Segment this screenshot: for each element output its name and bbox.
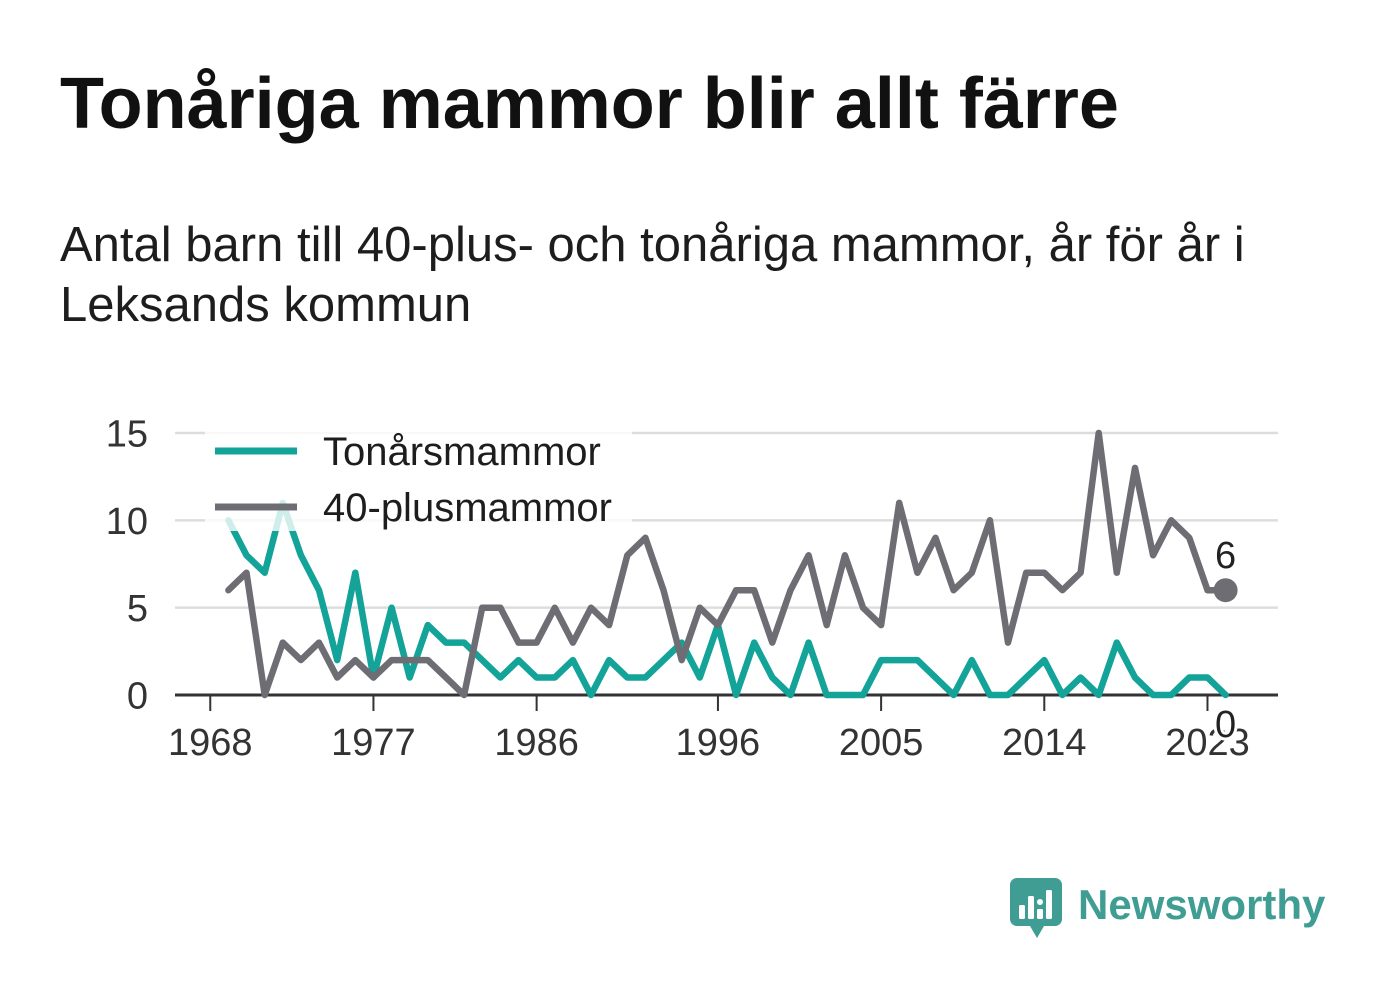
annotations: 60 xyxy=(1212,532,1239,749)
x-tick-label: 1968 xyxy=(168,722,253,764)
y-tick-label: 15 xyxy=(106,414,148,456)
x-tick-label: 1977 xyxy=(331,722,416,764)
end-value-label-tonarsmammor: 0 xyxy=(1215,704,1236,746)
chart-title: Tonåriga mammor blir allt färre xyxy=(60,64,1119,144)
legend-background xyxy=(205,425,632,531)
brand-name: Newsworthy xyxy=(1078,881,1326,928)
y-tick-label: 0 xyxy=(127,676,148,718)
legend: Tonårsmammor 40-plusmammor xyxy=(205,425,632,531)
legend-label-40-plusmammor: 40-plusmammor xyxy=(323,486,612,530)
series-line-40-plusmammor xyxy=(225,429,1229,699)
y-tick-label: 10 xyxy=(106,501,148,543)
legend-label-tonarsmammor: Tonårsmammor xyxy=(323,430,601,474)
series-line-tonarsmammor xyxy=(225,499,1229,699)
x-tick-label: 1996 xyxy=(676,722,761,764)
x-tick-label: 1986 xyxy=(494,722,579,764)
y-tick-label: 5 xyxy=(127,588,148,630)
end-value-label-40-plusmammor: 6 xyxy=(1215,535,1236,577)
line-chart: 0 5 10 15 1968 1977 1986 1996 2005 2014 2023 Tonår… xyxy=(106,414,1278,764)
series-lines xyxy=(225,429,1229,699)
chart-subtitle: Antal barn till 40-plus- och tonåriga ma… xyxy=(60,218,1245,332)
newsworthy-logo-icon xyxy=(1010,878,1062,938)
end-marker-40-plusmammor xyxy=(1213,578,1238,603)
brand-logo: Newsworthy xyxy=(1010,878,1325,942)
x-tick-label: 2005 xyxy=(839,722,924,764)
x-tick-label: 2023 xyxy=(1165,722,1250,764)
x-tick-label: 2014 xyxy=(1002,722,1087,764)
axes: 0 5 10 15 1968 1977 1986 1996 2005 2014 2023 xyxy=(106,414,1278,764)
